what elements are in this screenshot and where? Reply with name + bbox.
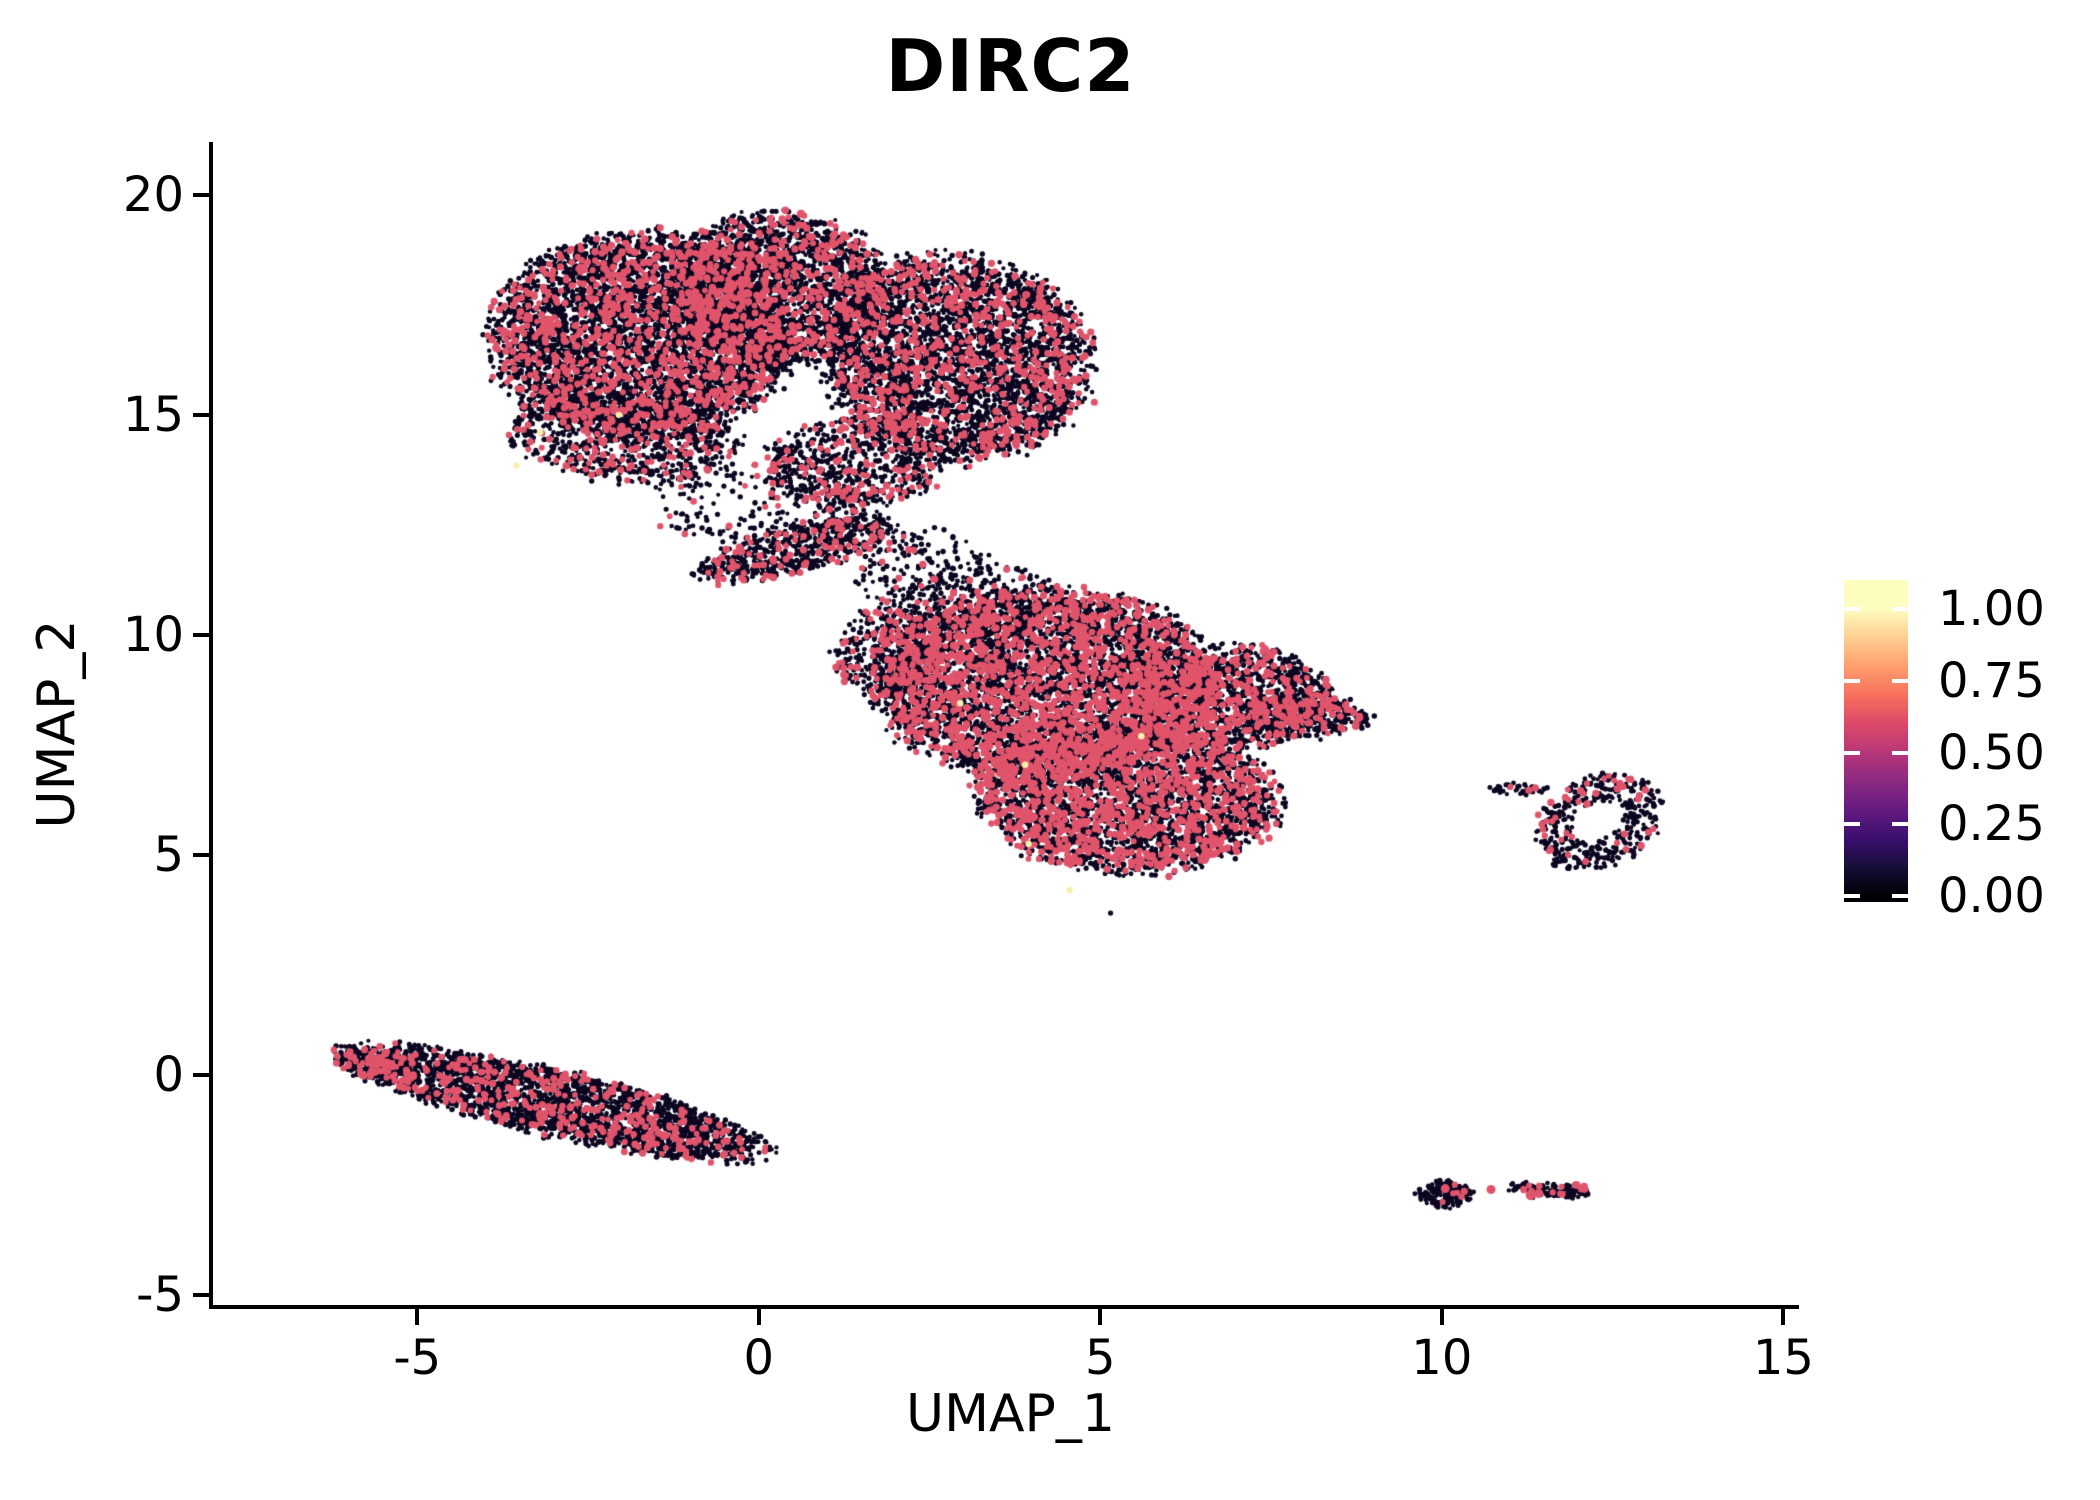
y-tick-mark: [193, 1293, 210, 1298]
colorbar-gradient: [1844, 580, 1908, 902]
colorbar-tick-label: 0.50: [1938, 724, 2045, 781]
y-tick-label: 10: [122, 606, 184, 663]
x-tick-label: 15: [1752, 1330, 1814, 1386]
y-tick-mark: [193, 412, 210, 417]
plot-title: DIRC2: [885, 24, 1136, 108]
y-tick-mark: [193, 852, 210, 857]
x-tick-mark: [756, 1308, 761, 1325]
x-tick-mark: [1439, 1308, 1444, 1325]
y-tick-label: 5: [153, 826, 184, 883]
y-tick-label: -5: [136, 1267, 184, 1324]
colorbar-tick-label: 0.00: [1938, 868, 2045, 925]
x-axis-line: [209, 1305, 1799, 1309]
y-tick-label: 0: [153, 1047, 184, 1104]
y-tick-mark: [193, 192, 210, 197]
x-tick-label: -5: [393, 1330, 442, 1386]
y-tick-label: 15: [122, 386, 184, 443]
x-tick-mark: [415, 1308, 420, 1325]
colorbar-tick-mark: [1844, 822, 1860, 827]
y-tick-mark: [193, 1073, 210, 1078]
y-tick-label: 20: [122, 166, 184, 223]
colorbar-tick-mark: [1844, 750, 1860, 755]
x-tick-mark: [1781, 1308, 1786, 1325]
colorbar-tick-label: 0.75: [1938, 652, 2045, 709]
colorbar-tick-mark: [1892, 678, 1908, 683]
colorbar-tick-mark: [1892, 606, 1908, 611]
x-tick-label: 10: [1411, 1330, 1473, 1386]
x-tick-label: 0: [743, 1330, 775, 1386]
x-tick-label: 5: [1085, 1330, 1116, 1386]
colorbar-tick-mark: [1892, 822, 1908, 827]
colorbar-tick-mark: [1844, 894, 1860, 899]
colorbar-tick-label: 0.25: [1938, 796, 2045, 853]
y-axis-line: [209, 142, 213, 1309]
x-axis-title: UMAP_1: [906, 1384, 1115, 1444]
x-tick-mark: [1098, 1308, 1103, 1325]
colorbar-tick-label: 1.00: [1938, 580, 2045, 637]
colorbar-tick-mark: [1892, 750, 1908, 755]
colorbar-tick-mark: [1844, 606, 1860, 611]
y-tick-mark: [193, 632, 210, 637]
colorbar-tick-mark: [1844, 678, 1860, 683]
colorbar-tick-mark: [1892, 894, 1908, 899]
